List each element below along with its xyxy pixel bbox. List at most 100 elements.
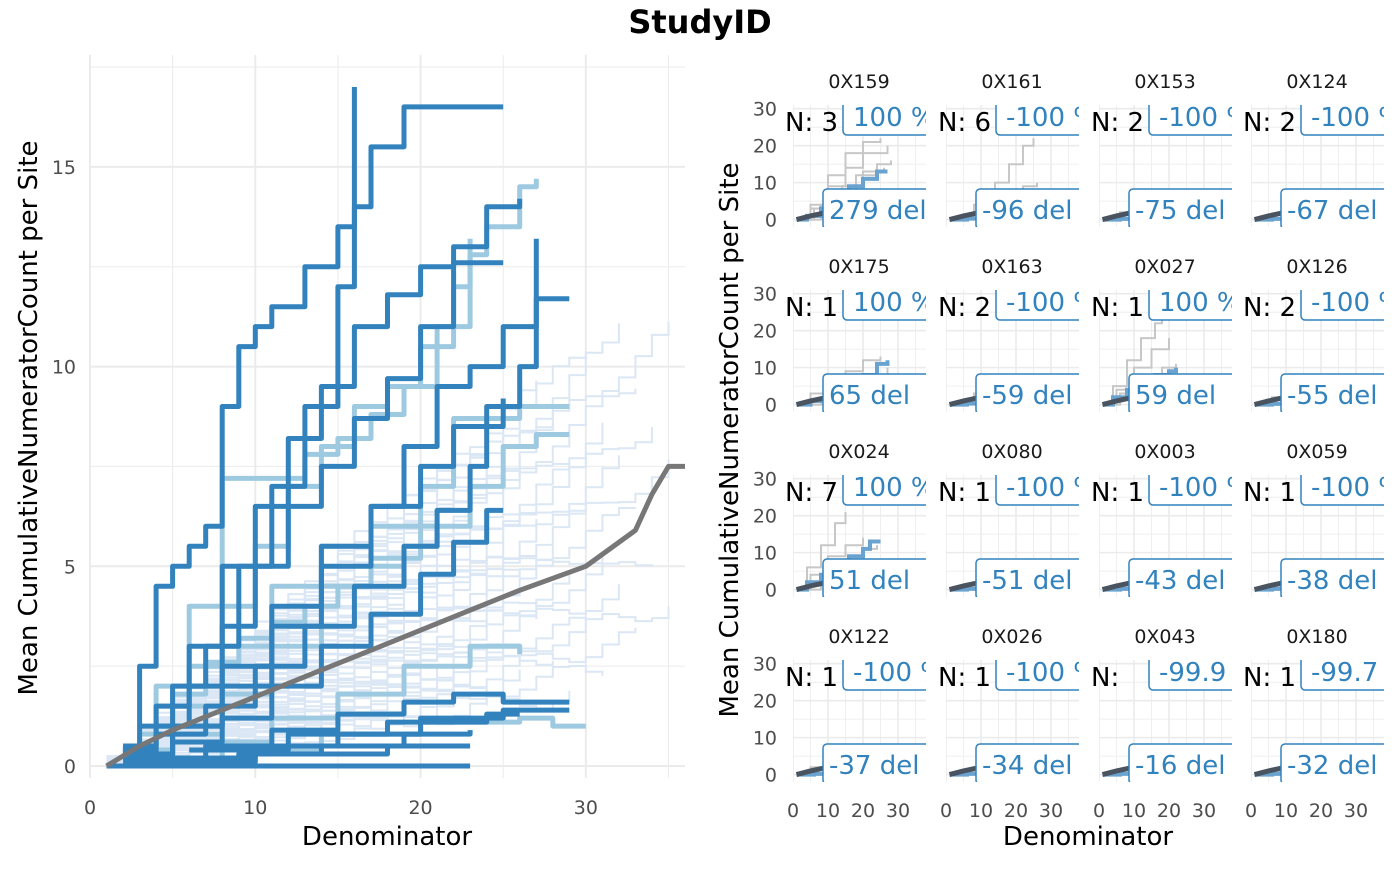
- facet-x-tick-label: 0: [787, 800, 799, 822]
- facet-n-label: N: 7: [785, 478, 838, 508]
- facet-del-box: [1128, 373, 1232, 412]
- series-line-highlight-10: [156, 730, 473, 765]
- facet-pct-label: -100 %: [1311, 103, 1400, 133]
- facet-del-box: [975, 373, 1079, 412]
- facet-del-label: 279 del: [829, 196, 927, 226]
- facet-panel: -100 % -59 del N: 2 0X163: [938, 256, 1098, 412]
- facet-group-line: [1102, 319, 1163, 406]
- facet-del-box: [1128, 743, 1232, 782]
- facet-panel: -99.9 % -16 del N: 0X043 0 10 20 30: [1091, 626, 1232, 822]
- facet-pct-box: [995, 105, 1079, 136]
- facet-strip-title: 0X124: [1286, 71, 1347, 93]
- facet-panel: 100 % 59 del N: 1 0X027: [1091, 256, 1242, 412]
- main-y-tick-label: 0: [64, 756, 76, 778]
- facet-pct-label: -100 %: [1311, 288, 1400, 318]
- facet-x-tick-label: 30: [1192, 800, 1216, 822]
- facet-del-box: [975, 188, 1079, 227]
- series-line-highlight-6: [106, 398, 506, 769]
- facet-n-label: N: 2: [1091, 108, 1144, 138]
- facet-panel: -100 % -55 del N: 2 0X126: [1243, 256, 1400, 412]
- facet-panel: -100 % -96 del N: 6 0X161: [938, 71, 1098, 227]
- facet-pct-box: [1148, 475, 1232, 506]
- facet-pct-box: [842, 660, 926, 691]
- facet-pct-label: -99.7 %: [1311, 658, 1400, 688]
- facet-pct-label: -100 %: [1006, 103, 1098, 133]
- facet-n-label: N: 1: [785, 663, 838, 693]
- facet-n-label: N: 2: [1243, 293, 1296, 323]
- facet-x-tick-label: 10: [1122, 800, 1146, 822]
- facet-panel: -100 % -75 del N: 2 0X153: [1091, 71, 1251, 227]
- facet-pct-box: [995, 660, 1079, 691]
- facet-x-tick-label: 20: [1004, 800, 1028, 822]
- facet-y-tick-label: 20: [753, 506, 777, 528]
- facet-strip-title: 0X126: [1286, 256, 1347, 278]
- facet-y-axis-label: Mean CumulativeNumeratorCount per Site: [715, 162, 745, 717]
- facet-pct-label: -100 %: [1006, 658, 1098, 688]
- series-line-highlight-3: [123, 260, 504, 753]
- facet-del-box: [1128, 558, 1232, 597]
- series-line-highlight-5: [123, 296, 570, 757]
- facet-strip-title: 0X175: [828, 256, 889, 278]
- main-x-axis-label: Denominator: [302, 822, 472, 852]
- facet-x-tick-label: 20: [1309, 800, 1333, 822]
- facet-panel: -99.7 % -32 del N: 1 0X180 0 10 20 30: [1243, 626, 1400, 822]
- facet-strip-title: 0X059: [1286, 441, 1347, 463]
- facet-n-label: N: 2: [938, 293, 991, 323]
- main-plot: 0 10 20 30 0 5 10 15: [52, 55, 685, 819]
- main-y-tick-label: 5: [64, 556, 76, 578]
- background-site-line: [139, 651, 372, 763]
- facet-pct-label: -100 %: [1159, 103, 1251, 133]
- facet-pct-box: [1300, 290, 1384, 321]
- main-x-tick-label: 0: [84, 797, 96, 819]
- facet-y-tick-label: 20: [753, 136, 777, 158]
- facet-del-box: [1128, 188, 1232, 227]
- facet-y-tick-label: 0: [765, 580, 777, 602]
- facet-panel: -100 % -38 del N: 1 0X059: [1243, 441, 1384, 597]
- facet-strip-title: 0X163: [981, 256, 1042, 278]
- facet-pct-box: [842, 475, 926, 506]
- facet-del-label: 59 del: [1135, 381, 1216, 411]
- series-line-highlight-13: [123, 743, 471, 765]
- facet-pct-label: -100 %: [853, 658, 945, 688]
- facet-y-tick-label: 0: [765, 395, 777, 417]
- facet-strip-title: 0X180: [1286, 626, 1347, 648]
- facet-pct-label: -100 %: [1159, 473, 1251, 503]
- facet-strip-title: 0X159: [828, 71, 889, 93]
- facet-pct-label: 100 %: [1159, 288, 1242, 318]
- facet-strip-title: 0X161: [981, 71, 1042, 93]
- facet-del-label: -96 del: [982, 196, 1072, 226]
- facet-n-label: N: 2: [1243, 108, 1296, 138]
- series-line-highlight-7: [123, 507, 504, 761]
- facet-strip-title: 0X027: [1134, 256, 1195, 278]
- facet-del-box: [975, 743, 1079, 782]
- facet-del-label: -75 del: [1135, 196, 1225, 226]
- series-line-highlight-2: [123, 198, 523, 749]
- facet-n-label: N: 1: [785, 293, 838, 323]
- facet-del-label: 51 del: [829, 566, 910, 596]
- facet-y-tick-label: 10: [753, 358, 777, 380]
- facet-x-tick-label: 30: [1344, 800, 1368, 822]
- series-line-highlight-0: [106, 104, 504, 769]
- facet-del-box: [822, 558, 926, 597]
- facet-del-box: [822, 188, 926, 227]
- facet-y-tick-label: 30: [753, 469, 777, 491]
- facet-n-label: N: 1: [1091, 478, 1144, 508]
- facet-pct-label: -100 %: [1006, 473, 1098, 503]
- facet-group-line: [949, 138, 1035, 221]
- facet-del-label: -32 del: [1287, 751, 1377, 781]
- facet-del-box: [975, 558, 1079, 597]
- facet-y-tick-label: 10: [753, 543, 777, 565]
- facet-pct-box: [1148, 290, 1232, 321]
- facet-pct-box: [995, 475, 1079, 506]
- facet-panel: -100 % -67 del N: 2 0X124: [1243, 71, 1400, 227]
- facet-pct-label: -100 %: [1006, 288, 1098, 318]
- main-y-tick-label: 10: [52, 357, 76, 379]
- facet-pct-box: [1300, 660, 1384, 691]
- main-x-tick-label: 10: [243, 797, 267, 819]
- facet-x-axis-label: Denominator: [1003, 822, 1173, 852]
- facet-x-tick-label: 10: [816, 800, 840, 822]
- facet-pct-box: [1300, 475, 1384, 506]
- facet-y-tick-label: 10: [753, 728, 777, 750]
- facet-x-tick-label: 0: [940, 800, 952, 822]
